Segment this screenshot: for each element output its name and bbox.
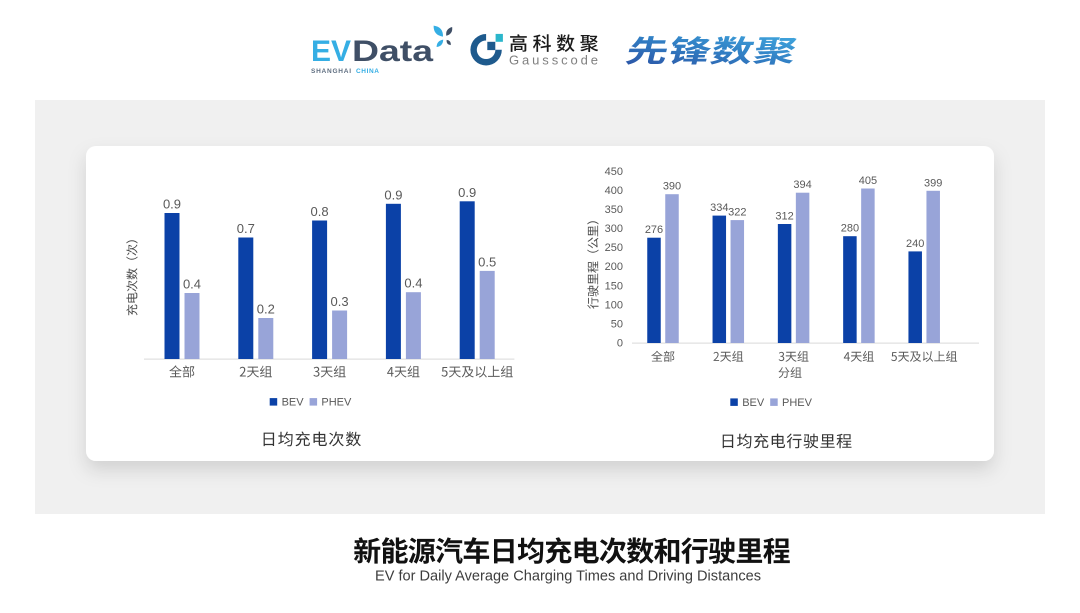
svg-text:0.9: 0.9 xyxy=(384,187,402,202)
svg-text:PHEV: PHEV xyxy=(321,397,352,409)
svg-text:300: 300 xyxy=(605,223,623,235)
svg-text:150: 150 xyxy=(605,280,623,292)
svg-text:BEV: BEV xyxy=(742,397,765,409)
svg-text:Data: Data xyxy=(352,35,433,68)
svg-text:0.4: 0.4 xyxy=(404,276,422,291)
svg-text:450: 450 xyxy=(605,166,623,178)
svg-text:399: 399 xyxy=(924,177,942,189)
svg-text:50: 50 xyxy=(611,318,623,330)
svg-text:CHINA: CHINA xyxy=(356,68,379,75)
svg-text:250: 250 xyxy=(605,242,623,254)
svg-text:BEV: BEV xyxy=(282,397,305,409)
svg-text:0.8: 0.8 xyxy=(311,204,329,219)
svg-text:0.2: 0.2 xyxy=(257,302,275,317)
svg-text:SHANGHAI: SHANGHAI xyxy=(311,68,351,75)
svg-text:240: 240 xyxy=(906,238,924,250)
svg-text:0.4: 0.4 xyxy=(183,277,201,292)
svg-text:0.9: 0.9 xyxy=(458,185,476,200)
svg-text:100: 100 xyxy=(605,299,623,311)
svg-text:EV: EV xyxy=(311,35,351,68)
svg-text:0.9: 0.9 xyxy=(163,197,181,212)
svg-text:390: 390 xyxy=(663,181,681,193)
svg-text:0: 0 xyxy=(617,338,623,350)
svg-text:334: 334 xyxy=(710,202,728,214)
svg-text:350: 350 xyxy=(605,204,623,216)
svg-text:400: 400 xyxy=(605,185,623,197)
svg-text:276: 276 xyxy=(645,224,663,236)
svg-text:322: 322 xyxy=(728,207,746,219)
svg-text:394: 394 xyxy=(793,179,811,191)
svg-text:0.7: 0.7 xyxy=(237,221,255,236)
svg-text:Gausscode: Gausscode xyxy=(509,53,598,68)
svg-text:0.3: 0.3 xyxy=(331,294,349,309)
svg-text:200: 200 xyxy=(605,261,623,273)
svg-text:PHEV: PHEV xyxy=(782,397,813,409)
svg-text:280: 280 xyxy=(841,223,859,235)
svg-text:0.5: 0.5 xyxy=(478,254,496,269)
svg-text:405: 405 xyxy=(859,175,877,187)
svg-text:EV for Daily Average Charging: EV for Daily Average Charging Times and … xyxy=(375,568,761,585)
svg-text:312: 312 xyxy=(775,211,793,223)
